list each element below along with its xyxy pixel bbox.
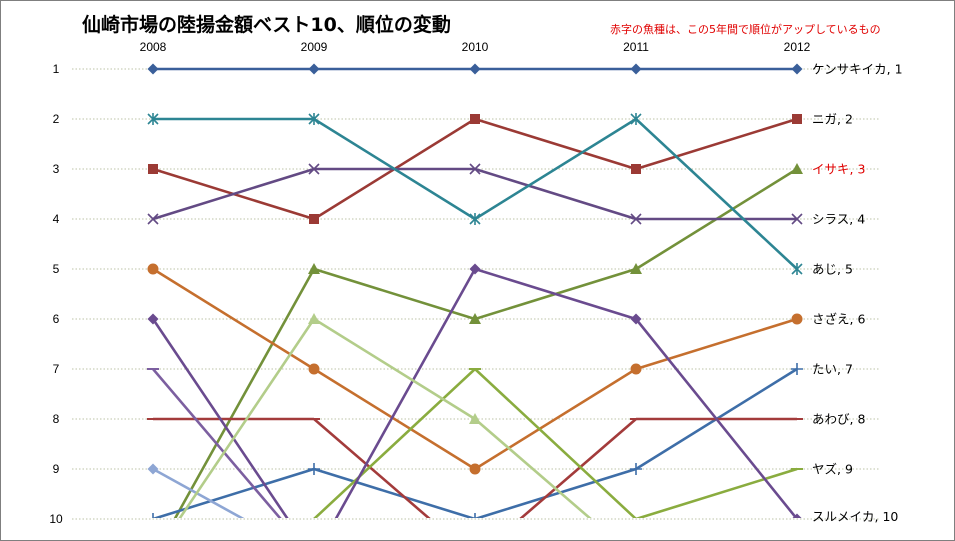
data-point-marker — [469, 313, 481, 324]
data-point-marker — [308, 463, 320, 475]
series-line — [153, 117, 798, 270]
series-line — [152, 467, 245, 518]
data-point-marker — [469, 163, 481, 175]
x-tick-label: 2012 — [784, 40, 811, 54]
x-axis-tick-labels: 2008 2009 2010 2011 2012 — [140, 40, 811, 54]
data-point-marker — [469, 463, 481, 475]
data-point-marker — [469, 263, 481, 275]
data-point-marker — [147, 263, 159, 275]
data-point-marker — [152, 513, 154, 518]
data-point-marker — [148, 164, 158, 174]
series-line — [312, 368, 798, 518]
data-point-marker — [308, 163, 320, 175]
data-point-marker — [791, 263, 803, 275]
data-point-marker — [147, 463, 159, 475]
y-tick-label: 5 — [53, 262, 60, 276]
y-tick-label: 10 — [49, 512, 63, 526]
data-point-marker — [469, 413, 481, 424]
data-point-marker — [147, 113, 159, 125]
x-tick-label: 2009 — [301, 40, 328, 54]
chart-note: 赤字の魚種は、この5年間で順位がアップしているもの — [610, 22, 881, 36]
y-tick-label: 2 — [53, 112, 60, 126]
data-point-marker — [791, 163, 803, 174]
data-point-marker — [308, 363, 320, 375]
series-line — [153, 417, 797, 518]
series-labels: ケンサキイカ, 1 ニガ, 2 イサキ, 3 シラス, 4 あじ, 5 さざえ, 6 たい,… — [812, 62, 903, 525]
data-point-marker — [631, 164, 641, 174]
data-point-marker — [630, 63, 642, 75]
x-tick-label: 2010 — [462, 40, 489, 54]
x-tick-label: 2008 — [140, 40, 167, 54]
data-point-marker — [630, 363, 642, 375]
series-label: シラス, 4 — [812, 212, 865, 227]
chart-title: 仙崎市場の陸揚金額ベスト10、順位の変動 — [82, 13, 451, 36]
data-point-marker — [791, 213, 803, 225]
series-label: ヤズ, 9 — [812, 462, 853, 477]
series-label: イサキ, 3 — [812, 162, 865, 177]
data-point-marker — [474, 513, 476, 518]
data-point-marker — [308, 63, 320, 75]
x-tick-label: 2011 — [623, 40, 649, 54]
data-point-marker — [309, 214, 319, 224]
series-line — [152, 367, 798, 518]
data-point-marker — [630, 463, 642, 475]
series-markers — [147, 63, 803, 518]
data-point-marker — [630, 263, 642, 274]
data-point-marker — [308, 313, 320, 324]
data-point-marker — [630, 113, 642, 125]
data-point-marker — [469, 213, 481, 225]
y-tick-label: 4 — [53, 212, 60, 226]
y-tick-label: 7 — [53, 362, 60, 376]
y-axis-tick-labels: 1 2 3 4 5 6 7 8 9 10 — [49, 62, 63, 526]
series-line — [152, 267, 798, 471]
data-point-marker — [791, 313, 803, 325]
series-label: あじ, 5 — [812, 262, 853, 277]
series-label: ケンサキイカ, 1 — [812, 62, 903, 77]
data-point-marker — [147, 313, 159, 325]
series-line — [152, 368, 282, 518]
data-point-marker — [469, 63, 481, 75]
data-point-marker — [630, 213, 642, 225]
series-label: たい, 7 — [812, 362, 853, 377]
y-tick-label: 1 — [53, 62, 60, 76]
data-point-marker — [308, 113, 320, 125]
data-point-marker — [147, 213, 159, 225]
data-point-marker — [792, 513, 802, 518]
y-tick-label: 6 — [53, 312, 60, 326]
series-label: スルメイカ, 10 — [812, 509, 898, 524]
y-tick-label: 3 — [53, 162, 60, 176]
series-line — [173, 167, 798, 518]
data-point-marker — [791, 363, 803, 375]
data-point-marker — [147, 63, 159, 75]
series-lines — [151, 67, 798, 518]
series-line — [178, 317, 592, 518]
data-point-marker — [630, 313, 642, 325]
series-label: ニガ, 2 — [812, 112, 853, 127]
y-tick-label: 9 — [53, 462, 60, 476]
y-tick-label: 8 — [53, 412, 60, 426]
series-label: さざえ, 6 — [812, 312, 865, 327]
data-point-marker — [470, 114, 480, 124]
data-point-marker — [791, 63, 803, 75]
data-point-marker — [792, 114, 802, 124]
data-point-marker — [308, 263, 320, 274]
series-label: あわび, 8 — [812, 412, 865, 427]
